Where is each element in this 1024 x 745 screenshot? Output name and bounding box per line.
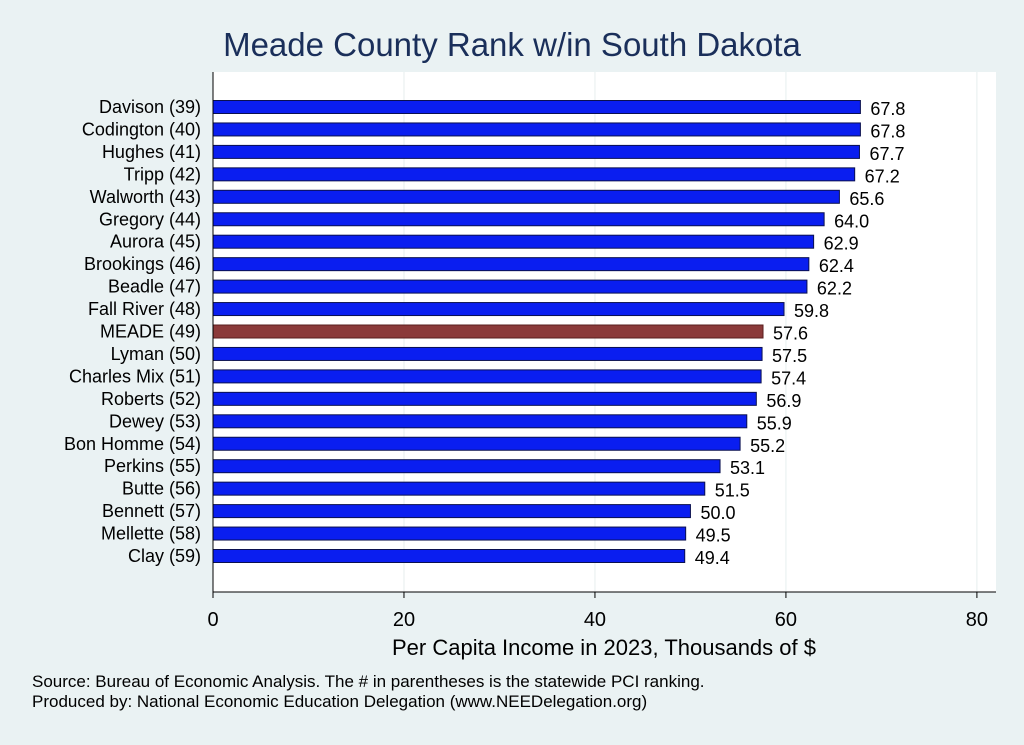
category-label: Fall River (48) [88, 299, 201, 319]
value-label: 62.4 [819, 256, 854, 276]
x-tick-label: 0 [207, 609, 218, 631]
category-label: Gregory (44) [99, 209, 201, 229]
category-label: Dewey (53) [109, 411, 201, 431]
category-label: Bennett (57) [102, 501, 201, 521]
value-label: 56.9 [766, 391, 801, 411]
category-label: Charles Mix (51) [69, 366, 201, 386]
value-label: 50.0 [700, 503, 735, 523]
bar [212, 346, 763, 361]
bar [212, 257, 810, 272]
value-label: 57.4 [771, 368, 806, 388]
value-label: 55.2 [750, 436, 785, 456]
bar [212, 279, 808, 294]
bar [212, 122, 861, 137]
producer-note: Produced by: National Economic Education… [32, 692, 648, 711]
x-tick-label: 80 [966, 609, 988, 631]
source-note: Source: Bureau of Economic Analysis. The… [32, 672, 705, 691]
category-label: Tripp (42) [124, 164, 201, 184]
bar [212, 189, 840, 204]
value-label: 55.9 [757, 413, 792, 433]
bar [212, 549, 686, 563]
category-label: Bon Homme (54) [64, 434, 201, 454]
category-label: Perkins (55) [104, 456, 201, 476]
bar [212, 234, 815, 249]
x-axis: 0 20 40 60 80 [207, 591, 996, 631]
category-label: Brookings (46) [84, 254, 201, 274]
category-label: Hughes (41) [102, 142, 201, 162]
category-label: Mellette (58) [101, 524, 201, 544]
value-label: 64.0 [834, 211, 869, 231]
category-label: Beadle (47) [108, 277, 201, 297]
bars [212, 100, 861, 563]
category-label: Lyman (50) [111, 344, 201, 364]
category-label: Roberts (52) [101, 389, 201, 409]
bar [212, 481, 706, 496]
bar [212, 369, 762, 384]
chart-title: Meade County Rank w/in South Dakota [223, 26, 801, 63]
value-label: 62.2 [817, 279, 852, 299]
value-label: 62.9 [824, 234, 859, 254]
value-label: 67.2 [865, 166, 900, 186]
bar [212, 391, 757, 406]
bar [212, 212, 825, 227]
x-tick-label: 60 [775, 609, 797, 631]
bar [212, 459, 721, 474]
bar [212, 526, 687, 541]
category-label: MEADE (49) [100, 322, 201, 342]
bar [212, 167, 856, 182]
bar [212, 100, 861, 114]
bar [212, 414, 748, 429]
bar [212, 144, 860, 159]
value-label: 57.5 [772, 346, 807, 366]
value-label: 59.8 [794, 301, 829, 321]
category-label: Aurora (45) [110, 232, 201, 252]
value-label: 57.6 [773, 324, 808, 344]
value-label: 65.6 [849, 189, 884, 209]
category-label: Clay (59) [128, 546, 201, 566]
value-label: 67.8 [870, 99, 905, 119]
value-label: 67.8 [870, 121, 905, 141]
category-labels: Davison (39)Codington (40) Hughes (41)Tri… [64, 97, 201, 566]
value-label: 49.5 [696, 526, 731, 546]
x-tick-label: 20 [393, 609, 415, 631]
value-label: 49.4 [695, 548, 730, 568]
category-label: Butte (56) [122, 479, 201, 499]
bar [212, 302, 785, 317]
category-label: Walworth (43) [90, 187, 201, 207]
bar [212, 436, 741, 451]
bar [212, 504, 691, 519]
bar-highlighted [212, 324, 764, 339]
value-label: 51.5 [715, 481, 750, 501]
value-labels: 67.867.8 67.767.2 65.664.0 62.962.4 62.259.8… [695, 99, 906, 568]
value-label: 67.7 [869, 144, 904, 164]
value-label: 53.1 [730, 458, 765, 478]
x-axis-title: Per Capita Income in 2023, Thousands of … [392, 635, 816, 660]
category-label: Davison (39) [99, 97, 201, 117]
x-tick-label: 40 [584, 609, 606, 631]
category-label: Codington (40) [82, 119, 201, 139]
